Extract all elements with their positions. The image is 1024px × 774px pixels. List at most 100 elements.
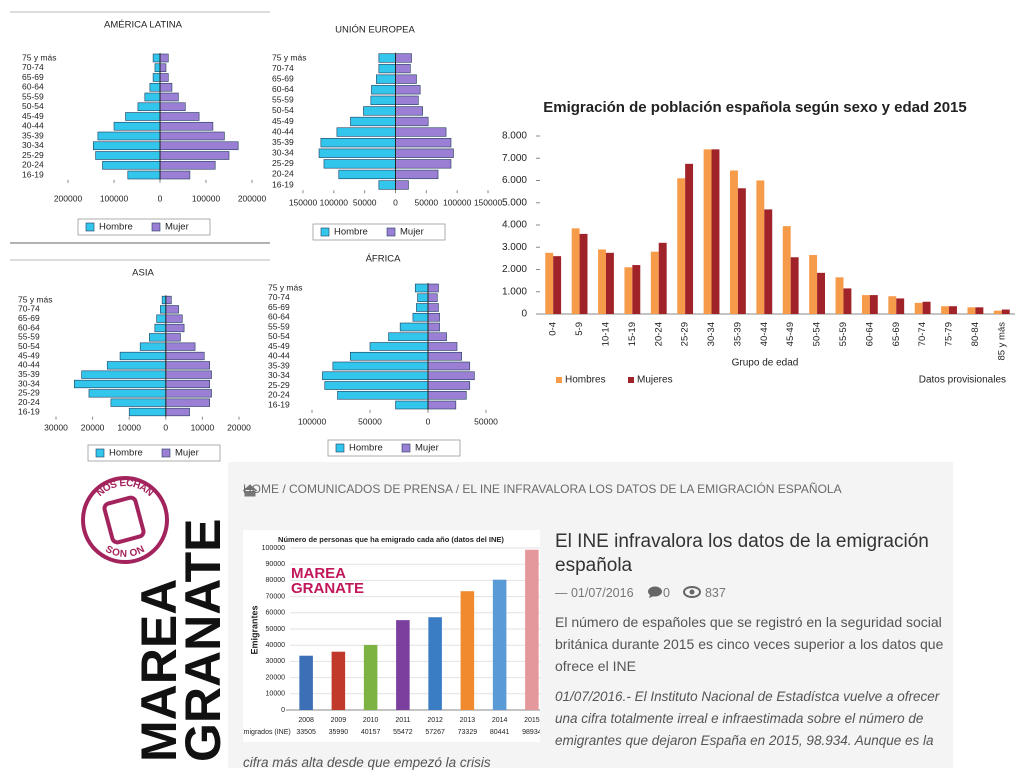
bar [149, 333, 167, 342]
x-tick-label: 50000 [353, 197, 377, 207]
bar [993, 310, 1002, 314]
y-tick-label: 40-44 [22, 121, 44, 131]
legend-swatch [151, 222, 161, 232]
y-tick-label: 30000 [266, 658, 286, 665]
x-tick-label: 150000 [474, 197, 503, 207]
comment-icon [648, 586, 663, 598]
legend-label: Mujer [165, 222, 189, 233]
bar [605, 252, 614, 314]
stamp-bottom: SON ON [104, 544, 147, 560]
y-tick-label: 90000 [266, 561, 286, 568]
chart-logo: MAREA [291, 565, 346, 582]
bar [165, 407, 190, 417]
y-tick-label: 7.000 [502, 153, 527, 164]
bar [159, 102, 186, 112]
article-title[interactable]: El INE infravalora los datos de la emigr… [555, 531, 929, 576]
bar [492, 579, 507, 710]
legend-swatch [386, 227, 396, 237]
x-tick-label: 100000 [443, 197, 472, 207]
y-tick-label: 30-34 [18, 378, 40, 388]
legend-swatch [161, 448, 171, 458]
x-tick-label: 0 [158, 193, 163, 203]
y-tick-label: 50-54 [22, 101, 44, 111]
bar [677, 178, 686, 314]
legend-swatch [85, 222, 95, 232]
x-tick-label: 200000 [54, 193, 83, 203]
y-tick-label: 30-34 [272, 148, 294, 158]
x-tick-label: 100000 [192, 193, 221, 203]
bar [427, 381, 471, 390]
bar [737, 188, 746, 314]
breadcrumb[interactable]: HOME / COMUNICADOS DE PRENSA / EL INE IN… [243, 482, 842, 496]
y-tick-label: 2.000 [502, 264, 527, 275]
bar [338, 169, 396, 180]
bar [378, 63, 396, 74]
chart-title: UNIÓN EUROPEA [335, 25, 415, 36]
legend-label: Hombres [565, 375, 606, 386]
x-tick-label: 0 [163, 422, 168, 432]
bar [156, 314, 167, 323]
bar [336, 127, 396, 137]
y-tick-label: 55-59 [272, 95, 294, 105]
table-value: 73329 [458, 729, 478, 736]
bar [624, 267, 633, 314]
y-tick-label: 20000 [266, 674, 286, 681]
article-body-wrap: 01/07/2016.- El Instituto Nacional de Es… [243, 686, 950, 774]
bar [395, 180, 409, 190]
bar [363, 644, 378, 710]
bar [159, 53, 169, 63]
x-tick-label: 2011 [395, 717, 410, 724]
x-tick-label: 2015 [524, 717, 540, 724]
y-tick-label: 25-29 [18, 388, 40, 398]
x-tick-label: 85 y más [996, 322, 1007, 361]
article-summary: El número de españoles que se registró e… [555, 614, 944, 674]
table-value: 98934 [522, 729, 542, 736]
view-count: 837 [704, 586, 726, 600]
bar [97, 131, 161, 141]
bar [764, 209, 773, 314]
bar [322, 371, 429, 381]
bar [337, 390, 429, 400]
bar [363, 106, 396, 116]
bar [106, 361, 167, 370]
y-tick-label: 45-49 [18, 350, 40, 360]
x-tick-label: 0 [393, 197, 398, 207]
y-tick-label: 20-24 [268, 390, 290, 400]
bar [861, 295, 870, 314]
bar [119, 351, 167, 361]
x-tick-label: 45-49 [785, 322, 796, 346]
y-axis-label: Emigrantes [249, 605, 259, 654]
legend-swatch [556, 377, 562, 383]
bar [125, 112, 161, 121]
logo-line: GRANATE [175, 518, 231, 762]
y-tick-label: 50-54 [268, 331, 290, 341]
bar [110, 398, 167, 407]
bar [159, 141, 239, 151]
y-tick-label: 25-29 [272, 158, 294, 168]
x-tick-label: 2013 [460, 717, 476, 724]
legend-swatch [628, 377, 634, 383]
x-tick-label: 20000 [227, 422, 251, 432]
chart-bg [243, 530, 540, 742]
bar [395, 169, 439, 180]
y-tick-label: 70-74 [268, 292, 290, 302]
legend-label: Hombre [99, 222, 133, 233]
bar [428, 617, 442, 710]
table-value: 80441 [490, 729, 510, 736]
chart-title: ÁFRICA [366, 254, 402, 265]
bar [412, 312, 429, 322]
bar [332, 361, 429, 371]
table-label: Emigrados (INE) [239, 729, 291, 736]
chart-title: ASIA [132, 268, 154, 279]
y-tick-label: 80000 [266, 577, 286, 584]
bar [159, 112, 200, 121]
comment-count[interactable]: 0 [663, 586, 670, 600]
bar [88, 389, 167, 398]
article-body: 01/07/2016.- El Instituto Nacional de Es… [243, 689, 940, 770]
y-tick-label: 55-59 [22, 91, 44, 101]
x-tick-label: 2009 [331, 717, 347, 724]
bar [967, 307, 976, 314]
bar [427, 303, 439, 312]
bar [427, 342, 458, 351]
legend-swatch [401, 443, 411, 453]
